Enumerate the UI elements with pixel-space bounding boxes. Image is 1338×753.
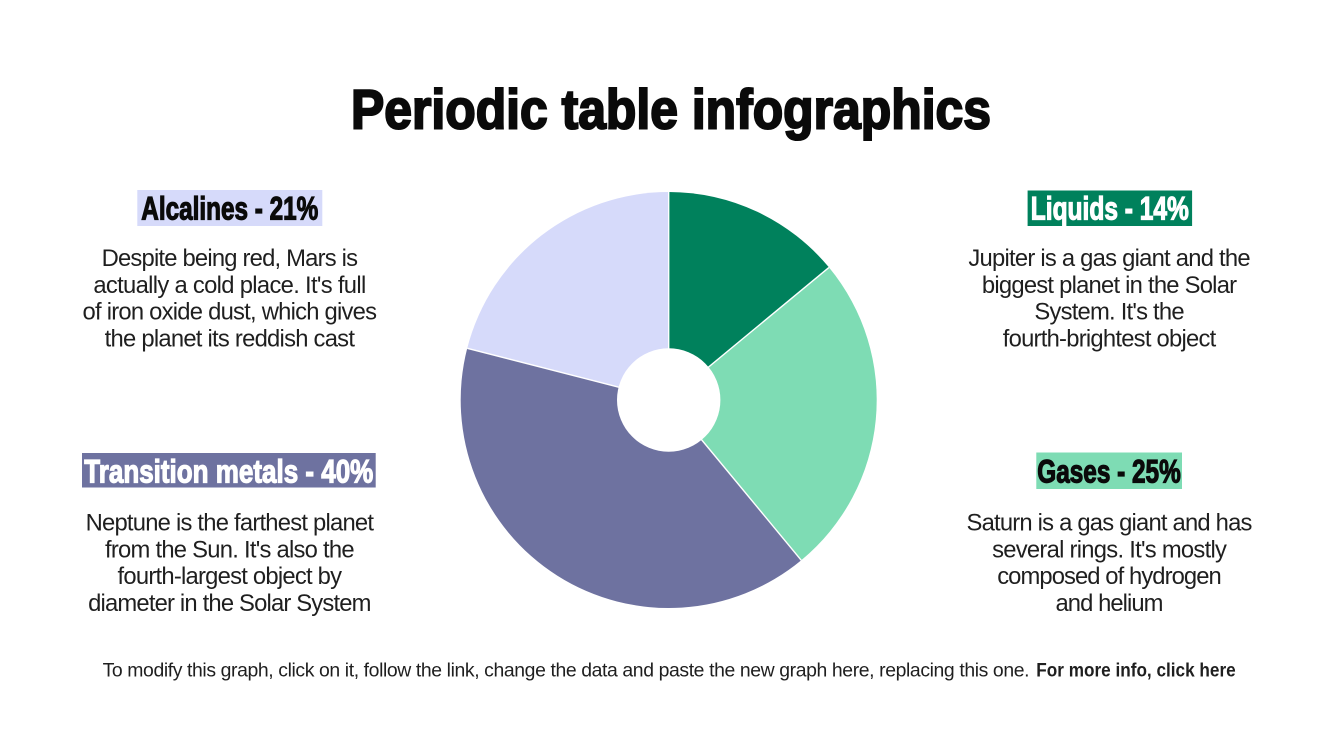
svg-text:Periodic table infographics: Periodic table infographics bbox=[351, 77, 991, 140]
svg-text:fourth-brightest object: fourth-brightest object bbox=[1003, 325, 1217, 352]
svg-text:Saturn is a gas giant and has: Saturn is a gas giant and has bbox=[967, 510, 1253, 537]
svg-text:Transition metals - 40%: Transition metals - 40% bbox=[84, 454, 373, 490]
svg-text:and helium: and helium bbox=[1056, 590, 1164, 617]
svg-text:actually a cold place. It's fu: actually a cold place. It's full bbox=[93, 272, 366, 299]
svg-text:Despite being red, Mars is: Despite being red, Mars is bbox=[102, 245, 358, 272]
svg-text:Liquids - 14%: Liquids - 14% bbox=[1031, 191, 1189, 227]
svg-text:of iron oxide dust, which give: of iron oxide dust, which gives bbox=[83, 299, 378, 326]
svg-text:To modify this graph, click on: To modify this graph, click on it, follo… bbox=[103, 660, 1030, 682]
svg-text:fourth-largest object by: fourth-largest object by bbox=[118, 563, 343, 590]
svg-text:biggest planet in the Solar: biggest planet in the Solar bbox=[982, 272, 1237, 299]
svg-text:System. It's the: System. It's the bbox=[1034, 299, 1184, 326]
svg-text:from the Sun. It's also the: from the Sun. It's also the bbox=[105, 536, 355, 563]
svg-text:the planet its reddish cast: the planet its reddish cast bbox=[105, 325, 356, 352]
svg-text:several rings. It's mostly: several rings. It's mostly bbox=[992, 536, 1227, 563]
svg-text:Neptune is the farthest planet: Neptune is the farthest planet bbox=[86, 510, 375, 537]
svg-text:For more info, click here: For more info, click here bbox=[1036, 660, 1236, 682]
svg-text:Alcalines - 21%: Alcalines - 21% bbox=[141, 191, 318, 227]
svg-text:diameter in the Solar System: diameter in the Solar System bbox=[88, 590, 371, 617]
svg-text:Gases - 25%: Gases - 25% bbox=[1037, 454, 1181, 490]
svg-text:Jupiter is a gas giant and the: Jupiter is a gas giant and the bbox=[968, 245, 1250, 272]
svg-text:composed of hydrogen: composed of hydrogen bbox=[997, 563, 1222, 590]
